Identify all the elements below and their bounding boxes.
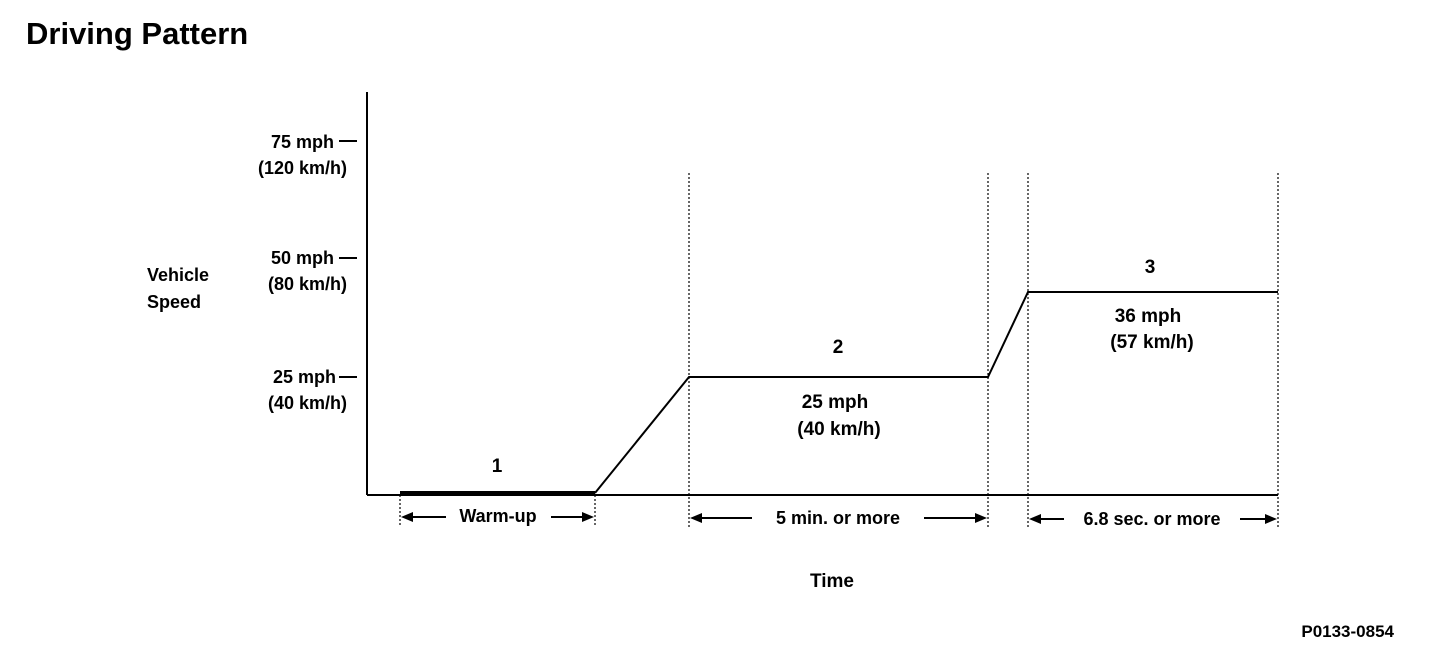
phase-2-arrow-right-head — [975, 513, 987, 523]
phase-2-duration-label: 5 min. or more — [776, 508, 900, 528]
phase-3-duration-label: 6.8 sec. or more — [1083, 509, 1220, 529]
tick-label-50-mph: 50 mph — [271, 248, 334, 268]
tick-label-40-kmh: (40 km/h) — [268, 393, 347, 413]
phase-2-speed-kmh: (40 km/h) — [797, 419, 880, 440]
page-title: Driving Pattern — [26, 16, 249, 51]
tick-label-80-kmh: (80 km/h) — [268, 274, 347, 294]
figure-id: P0133-0854 — [1301, 622, 1394, 641]
x-axis-label: Time — [810, 571, 854, 592]
phase-3-arrow-left-head — [1029, 514, 1041, 524]
phase-2-number: 2 — [833, 337, 844, 358]
phase-2-speed-mph: 25 mph — [802, 392, 869, 413]
tick-label-120-kmh: (120 km/h) — [258, 158, 347, 178]
phase-3-speed-kmh: (57 km/h) — [1110, 332, 1193, 353]
phase-2-arrow-left-head — [690, 513, 702, 523]
y-axis-label-line-2: Speed — [147, 292, 201, 312]
warmup-arrow-left-head — [401, 512, 413, 522]
phase-3-number: 3 — [1145, 257, 1156, 278]
phase-3-arrow-right-head — [1265, 514, 1277, 524]
warmup-arrow-right-head — [582, 512, 594, 522]
warmup-duration-label: Warm-up — [459, 506, 536, 526]
phase-1-number: 1 — [492, 456, 503, 477]
tick-label-25-mph: 25 mph — [273, 367, 336, 387]
phase-3-speed-mph: 36 mph — [1115, 306, 1182, 327]
tick-label-75-mph: 75 mph — [271, 132, 334, 152]
y-axis-label-line-1: Vehicle — [147, 265, 209, 285]
